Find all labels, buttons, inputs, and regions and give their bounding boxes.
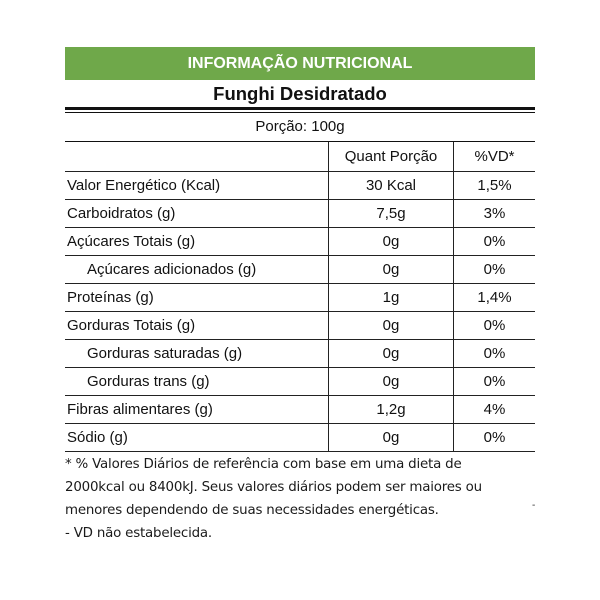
footnote-line: menores dependendo de suas necessidades … xyxy=(65,503,439,518)
nutrient-daily-value: 1,4% xyxy=(453,283,535,312)
column-header-daily-value: %VD* xyxy=(453,142,535,172)
footnote: * % Valores Diários de referência com ba… xyxy=(65,453,535,545)
nutrient-name: Gorduras Totais (g) xyxy=(65,311,329,340)
table-row: Carboidratos (g) 7,5g 3% xyxy=(65,199,535,228)
column-header-nutrient xyxy=(65,142,329,172)
table-row: Gorduras saturadas (g) 0g 0% xyxy=(65,339,535,368)
nutrient-quantity: 0g xyxy=(328,367,454,396)
table-row: Gorduras Totais (g) 0g 0% xyxy=(65,311,535,340)
nutrient-name: Valor Energético (Kcal) xyxy=(65,171,329,200)
nutrient-daily-value: 1,5% xyxy=(453,171,535,200)
nutrient-quantity: 0g xyxy=(328,311,454,340)
nutrient-quantity: 0g xyxy=(328,255,454,284)
nutrient-quantity: 1,2g xyxy=(328,395,454,424)
table-row: Valor Energético (Kcal) 30 Kcal 1,5% xyxy=(65,171,535,200)
footnote-line: 2000kcal ou 8400kJ. Seus valores diários… xyxy=(65,480,482,495)
nutrient-quantity: 7,5g xyxy=(328,199,454,228)
nutrient-quantity: 0g xyxy=(328,339,454,368)
stray-mark: - xyxy=(532,500,536,511)
nutrient-name: Proteínas (g) xyxy=(65,283,329,312)
nutrient-daily-value: 0% xyxy=(453,367,535,396)
label-title-band: INFORMAÇÃO NUTRICIONAL xyxy=(65,47,535,80)
nutrient-daily-value: 4% xyxy=(453,395,535,424)
nutrient-name: Açúcares Totais (g) xyxy=(65,227,329,256)
nutrient-quantity: 0g xyxy=(328,227,454,256)
nutrient-daily-value: 0% xyxy=(453,339,535,368)
nutrient-name: Açúcares adicionados (g) xyxy=(65,255,329,284)
nutrient-daily-value: 0% xyxy=(453,227,535,256)
nutrition-table: Quant Porção %VD* Valor Energético (Kcal… xyxy=(65,142,535,452)
table-row: Fibras alimentares (g) 1,2g 4% xyxy=(65,395,535,424)
table-row: Açúcares adicionados (g) 0g 0% xyxy=(65,255,535,284)
double-divider xyxy=(65,107,535,113)
nutrition-label: INFORMAÇÃO NUTRICIONAL Funghi Desidratad… xyxy=(65,47,535,545)
nutrient-daily-value: 0% xyxy=(453,255,535,284)
nutrient-name: Carboidratos (g) xyxy=(65,199,329,228)
nutrient-daily-value: 3% xyxy=(453,199,535,228)
table-row: Gorduras trans (g) 0g 0% xyxy=(65,367,535,396)
nutrient-name: Sódio (g) xyxy=(65,423,329,452)
portion-size: Porção: 100g xyxy=(65,113,535,142)
nutrient-daily-value: 0% xyxy=(453,311,535,340)
footnote-line: * % Valores Diários de referência com ba… xyxy=(65,457,462,472)
table-header-row: Quant Porção %VD* xyxy=(65,142,535,172)
nutrient-name: Fibras alimentares (g) xyxy=(65,395,329,424)
nutrient-name: Gorduras saturadas (g) xyxy=(65,339,329,368)
table-row: Açúcares Totais (g) 0g 0% xyxy=(65,227,535,256)
nutrient-name: Gorduras trans (g) xyxy=(65,367,329,396)
nutrient-quantity: 1g xyxy=(328,283,454,312)
footnote-line: - VD não estabelecida. xyxy=(65,526,212,541)
nutrient-daily-value: 0% xyxy=(453,423,535,452)
table-row: Sódio (g) 0g 0% xyxy=(65,423,535,452)
nutrient-quantity: 30 Kcal xyxy=(328,171,454,200)
product-name: Funghi Desidratado xyxy=(213,83,387,104)
table-row: Proteínas (g) 1g 1,4% xyxy=(65,283,535,312)
column-header-quantity: Quant Porção xyxy=(328,142,454,172)
nutrient-quantity: 0g xyxy=(328,423,454,452)
